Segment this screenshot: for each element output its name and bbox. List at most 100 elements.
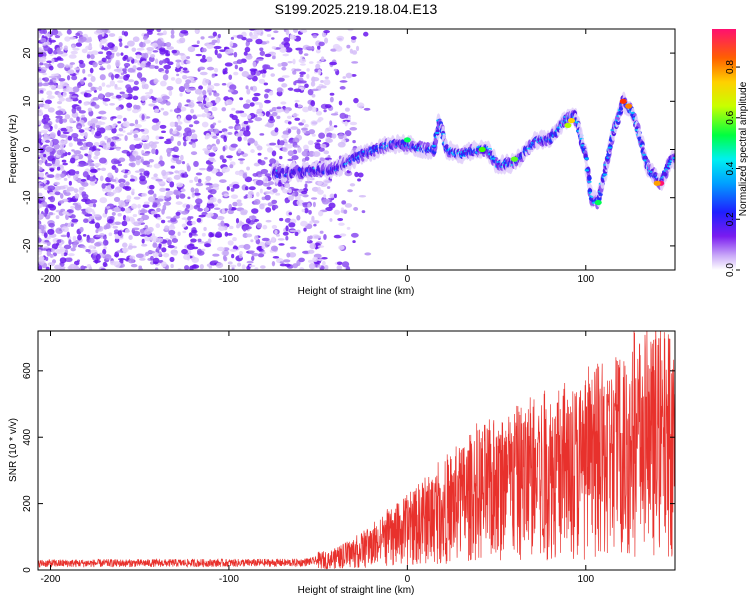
top-x-tick-label: 0	[405, 274, 411, 285]
noise-blob	[144, 94, 152, 99]
noise-blob	[183, 141, 187, 147]
noise-blob	[115, 60, 121, 67]
ridge-hotspot	[568, 117, 576, 124]
noise-blob	[331, 133, 337, 139]
noise-blob	[106, 64, 112, 70]
noise-blob	[194, 188, 199, 194]
noise-blob	[312, 256, 319, 263]
noise-blob	[169, 181, 175, 188]
noise-blob	[276, 106, 282, 110]
noise-blob	[344, 203, 353, 208]
noise-blob	[117, 230, 123, 237]
noise-blob	[127, 170, 131, 175]
noise-blob	[312, 151, 321, 157]
noise-blob	[304, 156, 310, 161]
noise-blob	[323, 234, 327, 240]
noise-blob	[58, 140, 66, 145]
noise-blob	[54, 185, 62, 191]
noise-blob	[237, 262, 242, 267]
noise-blob	[251, 255, 255, 262]
noise-blob	[311, 93, 316, 98]
noise-blob	[47, 228, 55, 235]
noise-blob	[286, 252, 291, 258]
noise-blob	[48, 65, 54, 71]
noise-blob	[152, 202, 158, 207]
noise-blob	[219, 179, 227, 183]
noise-blob	[246, 38, 253, 43]
noise-blob	[102, 144, 107, 150]
noise-blob	[190, 238, 197, 243]
noise-blob	[298, 257, 305, 263]
noise-blob	[124, 45, 129, 49]
noise-blob	[338, 100, 343, 106]
noise-blob	[333, 68, 338, 72]
noise-blob	[289, 246, 297, 250]
noise-blob	[350, 35, 357, 40]
noise-blob	[98, 110, 107, 115]
noise-blob	[305, 46, 313, 50]
noise-blob	[190, 187, 195, 193]
noise-blob	[117, 80, 124, 83]
bottom-x-tick-label: -100	[219, 574, 239, 585]
noise-blob	[66, 29, 72, 35]
noise-blob	[195, 114, 204, 117]
noise-blob	[318, 210, 324, 217]
noise-blob	[197, 250, 205, 256]
noise-blob	[45, 146, 53, 153]
noise-blob	[107, 42, 115, 49]
noise-blob	[56, 149, 64, 156]
ridge-hotspot	[594, 199, 602, 206]
noise-blob	[205, 186, 212, 191]
noise-blob	[143, 52, 149, 59]
noise-blob	[126, 102, 133, 108]
noise-blob	[307, 105, 313, 112]
noise-blob	[284, 182, 291, 189]
noise-blob	[121, 220, 128, 227]
noise-blob	[236, 202, 243, 207]
noise-blob	[217, 33, 221, 39]
noise-blob	[215, 138, 221, 145]
noise-blob	[339, 80, 348, 83]
noise-blob	[347, 189, 353, 193]
noise-blob	[279, 109, 285, 112]
noise-blob	[258, 78, 266, 84]
noise-blob	[55, 248, 63, 254]
noise-blob	[324, 129, 328, 135]
noise-blob	[180, 188, 186, 192]
noise-blob	[162, 111, 169, 116]
noise-blob	[180, 54, 187, 61]
noise-blob	[65, 125, 70, 130]
noise-blob	[346, 226, 351, 230]
noise-blob	[134, 170, 141, 173]
noise-blob	[128, 56, 133, 61]
noise-blob	[247, 194, 253, 199]
noise-blob	[167, 244, 175, 249]
noise-blob	[170, 34, 175, 39]
noise-blob	[147, 189, 155, 195]
noise-blob	[93, 203, 97, 208]
noise-blob	[329, 61, 338, 66]
noise-blob	[159, 187, 167, 193]
noise-blob	[236, 59, 243, 65]
noise-blob	[105, 84, 112, 88]
noise-blob	[101, 31, 105, 37]
noise-blob	[279, 261, 284, 264]
noise-blob	[38, 52, 44, 58]
noise-blob	[278, 140, 285, 146]
noise-blob	[203, 207, 210, 212]
noise-blob	[74, 193, 80, 199]
noise-blob	[352, 240, 356, 244]
noise-blob	[160, 261, 167, 268]
noise-blob	[69, 117, 74, 124]
noise-blob	[135, 253, 144, 259]
noise-blob	[38, 259, 45, 266]
noise-blob	[85, 249, 90, 253]
noise-blob	[133, 221, 142, 227]
noise-blob	[112, 137, 116, 140]
noise-blob	[56, 47, 61, 54]
noise-blob	[51, 77, 57, 81]
noise-blob	[128, 162, 134, 167]
noise-blob	[299, 266, 305, 270]
noise-blob	[228, 74, 233, 80]
noise-blob	[78, 110, 86, 114]
